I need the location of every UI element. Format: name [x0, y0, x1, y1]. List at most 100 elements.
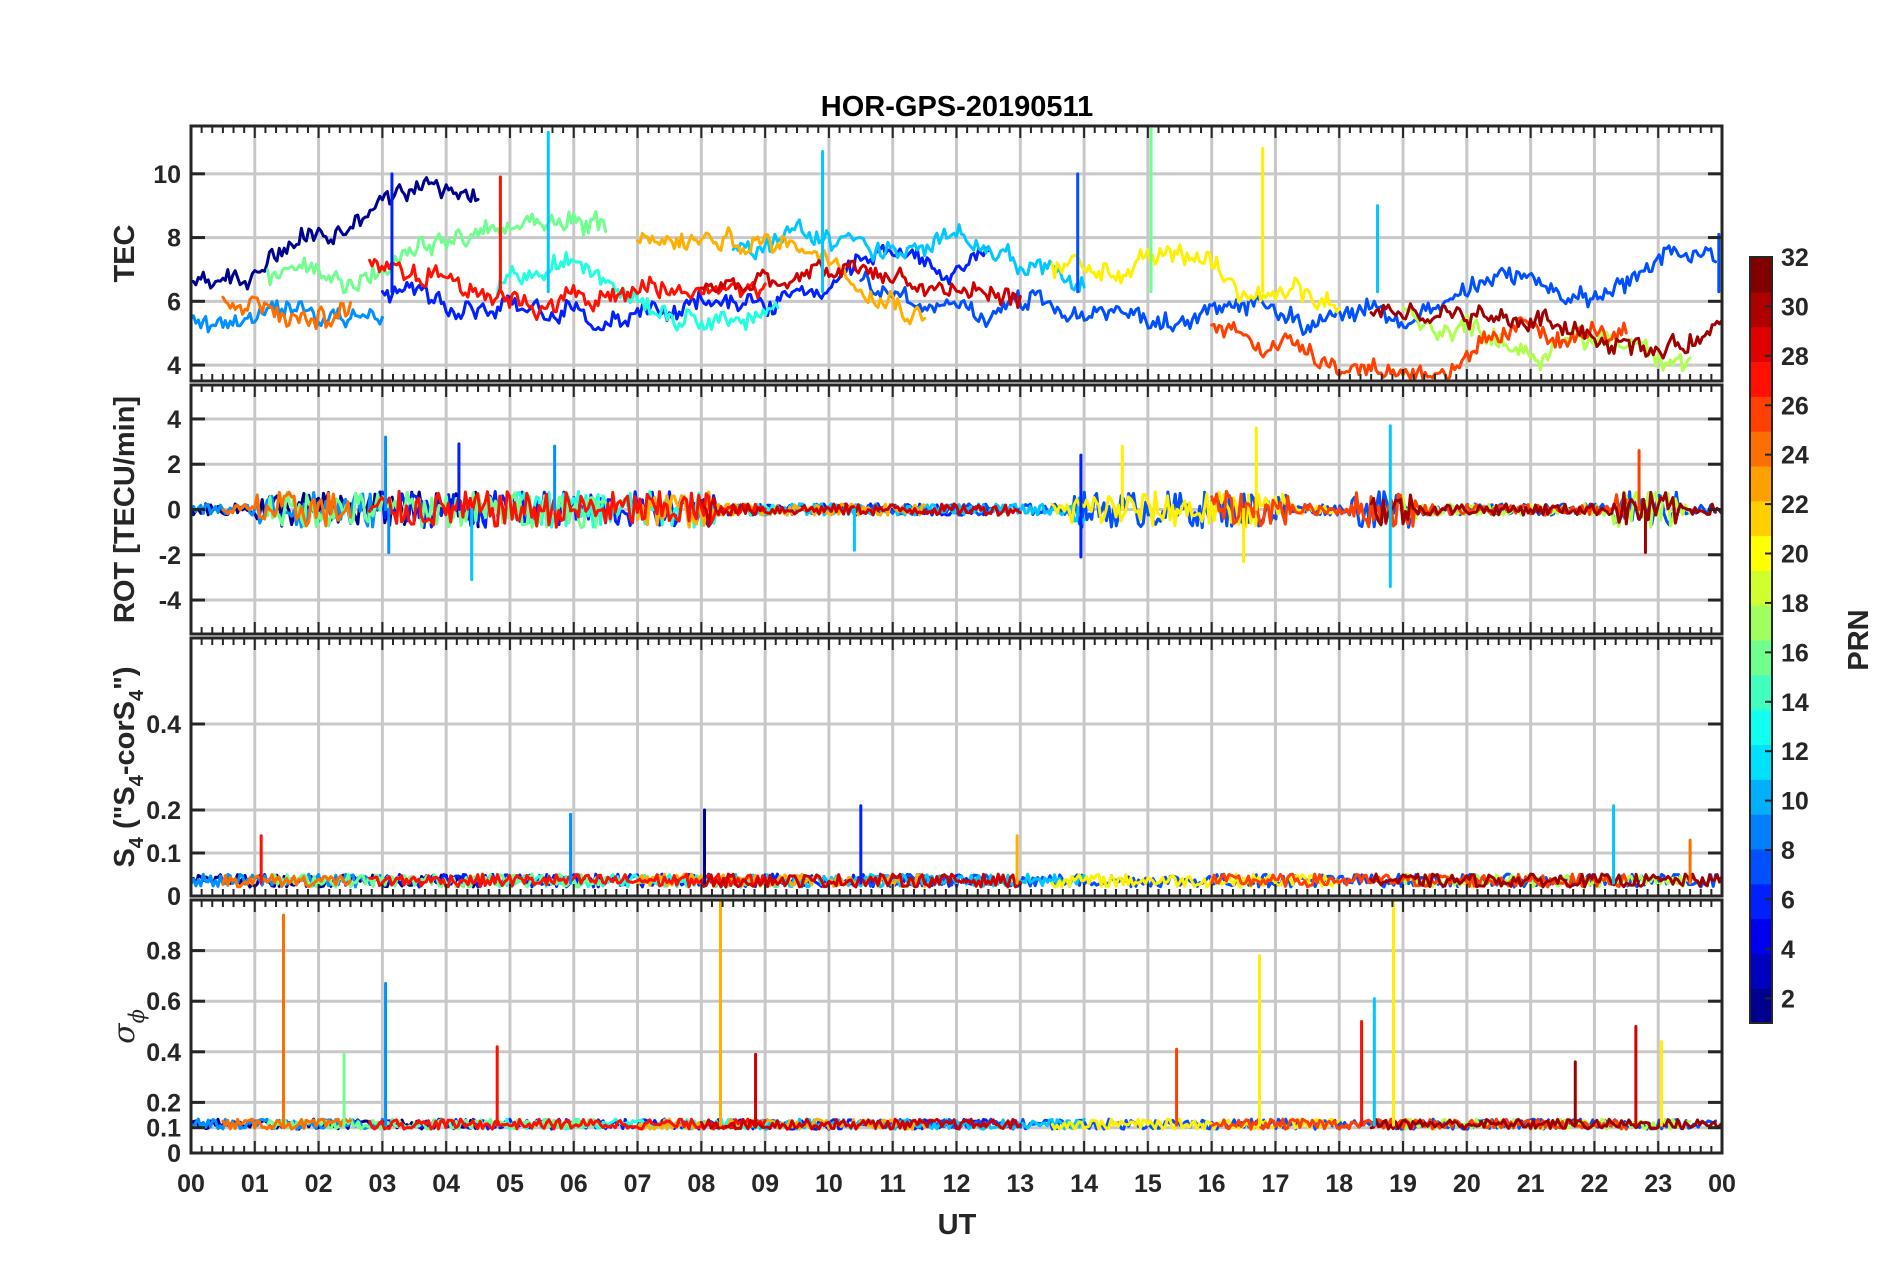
colorbar-tick-label: 14 [1781, 689, 1809, 717]
x-tick-label: 19 [1389, 1170, 1417, 1198]
colorbar-segment [1750, 291, 1772, 328]
colorbar-segment [1750, 674, 1772, 711]
y-tick-label: -4 [159, 587, 181, 615]
colorbar-tick-label: 22 [1781, 491, 1809, 519]
x-tick-label: 05 [496, 1170, 524, 1198]
series-line-prn-31 [1369, 1117, 1722, 1131]
series-line-prn-18 [1401, 305, 1692, 373]
y-tick-labels: -4 -2 0 2 4 [159, 406, 181, 615]
y-tick-label: 0.1 [146, 840, 181, 868]
colorbar-segment [1750, 605, 1772, 641]
colorbar-tick-label: 4 [1781, 936, 1795, 964]
x-tick-label: 08 [687, 1170, 715, 1198]
x-tick-labels: 00 01 02 03 04 05 06 07 08 09 10 11 12 13 14 15 16 17 18 19… [177, 1170, 1736, 1198]
series-line-prn-25 [221, 490, 352, 528]
colorbar-tick-label: 24 [1781, 442, 1809, 470]
y-tick-label: 8 [167, 225, 181, 253]
axis-ticks [190, 126, 1723, 381]
series-line-prn-12 [731, 496, 1086, 526]
y-axis-label-tec: TEC [109, 224, 141, 282]
y-tick-labels: 4 6 8 10 [153, 161, 181, 380]
gridlines [191, 900, 1722, 1153]
colorbar-segment [1750, 361, 1772, 397]
colorbar-tick-label: 28 [1781, 343, 1809, 371]
chart-title: HOR-GPS-20190511 [821, 91, 1093, 123]
x-tick-label: 00 [1708, 1170, 1736, 1198]
series-line-prn-28 [368, 1117, 767, 1131]
colorbar-segment [1750, 326, 1772, 363]
x-tick-label: 23 [1644, 1170, 1672, 1198]
y-tick-label: 0.1 [146, 1115, 181, 1143]
x-tick-label: 11 [879, 1170, 906, 1198]
series-line-prn-10 [191, 299, 384, 334]
y-tick-label: 0 [167, 497, 181, 525]
y-tick-label: 0 [167, 883, 181, 911]
axis-ticks [190, 900, 1723, 1155]
colorbar-segment [1750, 640, 1772, 676]
series-line-prn-26 [1210, 316, 1628, 381]
y-tick-label: 6 [167, 288, 181, 316]
y-tick-labels: 0 0.1 0.2 0.4 [146, 711, 181, 911]
x-tick-label: 03 [368, 1170, 396, 1198]
series-line-prn-28 [368, 258, 767, 321]
colorbar-segment [1750, 431, 1772, 467]
panel-tec: 4 6 8 10 TEC [109, 124, 1724, 383]
y-tick-label: 10 [153, 161, 181, 189]
y-tick-label: 0.6 [146, 988, 181, 1016]
y-tick-label: 0 [167, 1140, 181, 1168]
colorbar-frame [1749, 256, 1773, 1024]
colorbar-tick-label: 32 [1781, 244, 1809, 272]
series-line-prn-14 [495, 251, 780, 332]
series-line-prn-25 [221, 873, 352, 889]
series-line-prn-22 [636, 226, 927, 326]
colorbar-tick-label: 26 [1781, 392, 1809, 420]
x-tick-label: 13 [1006, 1170, 1034, 1198]
colorbar-segment [1750, 465, 1772, 502]
x-tick-label: 18 [1325, 1170, 1353, 1198]
colorbar-tick-label: 20 [1781, 541, 1809, 569]
y-tick-label: 4 [167, 406, 181, 434]
x-tick-label: 14 [1070, 1170, 1098, 1198]
traces [191, 127, 1722, 381]
y-tick-label: 0.8 [146, 938, 181, 966]
gridlines [191, 638, 1722, 896]
x-tick-label: 00 [177, 1170, 205, 1198]
y-axis-label-rot: ROT [TECU/min] [109, 396, 141, 623]
x-tick-label: 01 [241, 1170, 269, 1198]
colorbar-tick-label: 18 [1781, 590, 1809, 618]
x-tick-label: 02 [305, 1170, 333, 1198]
traces [191, 424, 1722, 588]
series-line-prn-25 [221, 295, 352, 331]
series-line-prn-20 [1050, 243, 1341, 314]
series-line-prn-2 [191, 176, 480, 291]
colorbar-tick-label: 12 [1781, 738, 1809, 766]
series-line-prn-7 [859, 244, 1718, 336]
colorbar-segment [1750, 535, 1772, 571]
y-tick-label: -2 [159, 542, 181, 570]
colorbar-tick-label: 2 [1781, 985, 1795, 1013]
x-tick-label: 17 [1262, 1170, 1290, 1198]
x-tick-label: 10 [815, 1170, 843, 1198]
series-line-prn-31 [1369, 302, 1722, 360]
x-tick-label: 06 [560, 1170, 588, 1198]
colorbar-segment [1750, 883, 1772, 920]
colorbar-label: PRN [1843, 609, 1875, 670]
colorbar-segment [1750, 918, 1772, 954]
series-line-prn-28 [368, 872, 767, 889]
colorbar-segment [1750, 814, 1772, 850]
axis-ticks [190, 638, 1723, 898]
series-line-prn-25 [221, 1117, 352, 1131]
x-tick-label: 04 [432, 1170, 460, 1198]
x-axis-label: UT [938, 1209, 977, 1241]
y-axis-label-s4: S4 ("S4-corS4") [109, 666, 148, 867]
colorbar-tick-label: 8 [1781, 837, 1795, 865]
x-tick-label: 20 [1453, 1170, 1481, 1198]
colorbar-segment [1750, 848, 1772, 885]
y-tick-label: 2 [167, 451, 181, 479]
colorbar-segment [1750, 779, 1772, 815]
y-tick-label: 0.4 [146, 1039, 181, 1067]
y-tick-label: 4 [167, 352, 181, 380]
